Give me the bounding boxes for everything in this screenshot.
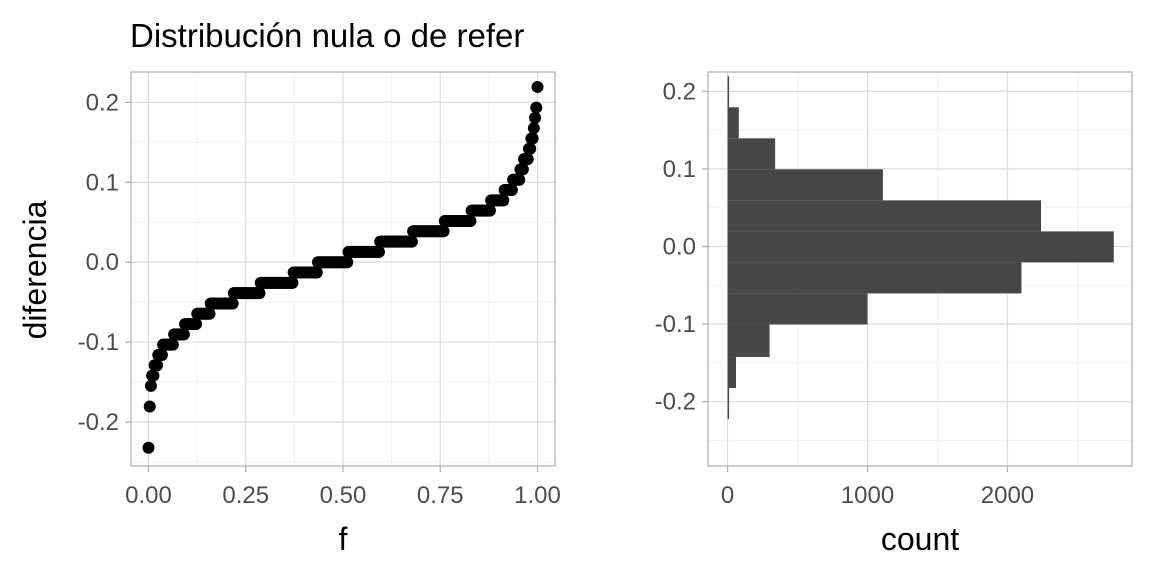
histogram-bar	[727, 76, 730, 108]
data-point	[437, 225, 450, 238]
left-y-axis-label: diferencia	[17, 200, 53, 339]
data-point	[483, 204, 496, 217]
x-tick-label: 0.75	[417, 482, 464, 509]
data-point	[341, 256, 354, 269]
x-tick-label: 1.00	[514, 482, 561, 509]
histogram-bar	[727, 388, 730, 420]
x-tick-label: 0.25	[222, 482, 269, 509]
y-tick-label: -0.1	[655, 311, 696, 338]
y-tick-label: 0.1	[663, 156, 696, 183]
data-point	[526, 132, 539, 145]
histogram-bar	[727, 357, 736, 389]
data-point	[190, 318, 203, 331]
data-point	[177, 328, 190, 341]
data-point	[497, 194, 510, 207]
histogram-bar	[727, 262, 1022, 294]
y-tick-label: -0.1	[78, 329, 119, 356]
x-tick-label: 0.00	[125, 482, 172, 509]
right-panel: 0 1000 2000 -0.2 -0.1 0.0 0.1 0.2	[655, 71, 1133, 509]
histogram-bar	[727, 231, 1114, 263]
y-tick-label: 0.0	[86, 249, 119, 276]
histogram-bar	[727, 138, 776, 170]
data-point	[144, 379, 157, 392]
data-point	[166, 338, 179, 351]
x-tick-label: 2000	[981, 482, 1034, 509]
data-point	[530, 101, 543, 114]
y-tick-label: 0.1	[86, 169, 119, 196]
data-point	[372, 245, 385, 258]
histogram-bar	[727, 293, 868, 325]
histogram-bar	[727, 200, 1042, 232]
data-point	[143, 400, 156, 413]
histogram-bar	[727, 169, 883, 201]
data-point	[521, 153, 534, 166]
y-tick-label: 0.0	[663, 234, 696, 261]
data-point	[513, 173, 526, 186]
data-point	[516, 163, 529, 176]
data-point	[226, 297, 239, 310]
y-tick-label: 0.2	[663, 78, 696, 105]
x-tick-label: 0.50	[320, 482, 367, 509]
data-point	[147, 369, 160, 382]
y-tick-label: -0.2	[78, 409, 119, 436]
data-point	[505, 184, 518, 197]
data-point	[524, 142, 537, 155]
y-tick-label: 0.2	[86, 89, 119, 116]
data-point	[405, 235, 418, 248]
data-point	[155, 348, 168, 361]
right-plot-frame	[707, 71, 1133, 467]
data-point	[253, 287, 266, 300]
data-point	[286, 276, 299, 289]
data-point	[142, 441, 155, 454]
data-point	[151, 359, 164, 372]
x-tick-label: 0	[721, 482, 734, 509]
left-x-axis-label: f	[339, 521, 348, 557]
y-tick-label: -0.2	[655, 389, 696, 416]
chart-title: Distribución nula o de refer	[130, 17, 524, 54]
data-point	[310, 266, 323, 279]
data-point	[464, 214, 477, 227]
data-point	[527, 122, 540, 135]
left-plot-frame	[130, 71, 556, 467]
left-panel: 0.00 0.25 0.50 0.75 1.00 -0.2 -0.1 0.0 0.1 0.2	[78, 71, 561, 509]
data-point	[203, 307, 216, 320]
x-tick-label: 1000	[841, 482, 894, 509]
right-x-axis-label: count	[881, 521, 959, 557]
data-point	[529, 111, 542, 124]
histogram-bar	[727, 324, 770, 358]
histogram-bar	[727, 107, 739, 139]
data-point	[531, 80, 544, 93]
